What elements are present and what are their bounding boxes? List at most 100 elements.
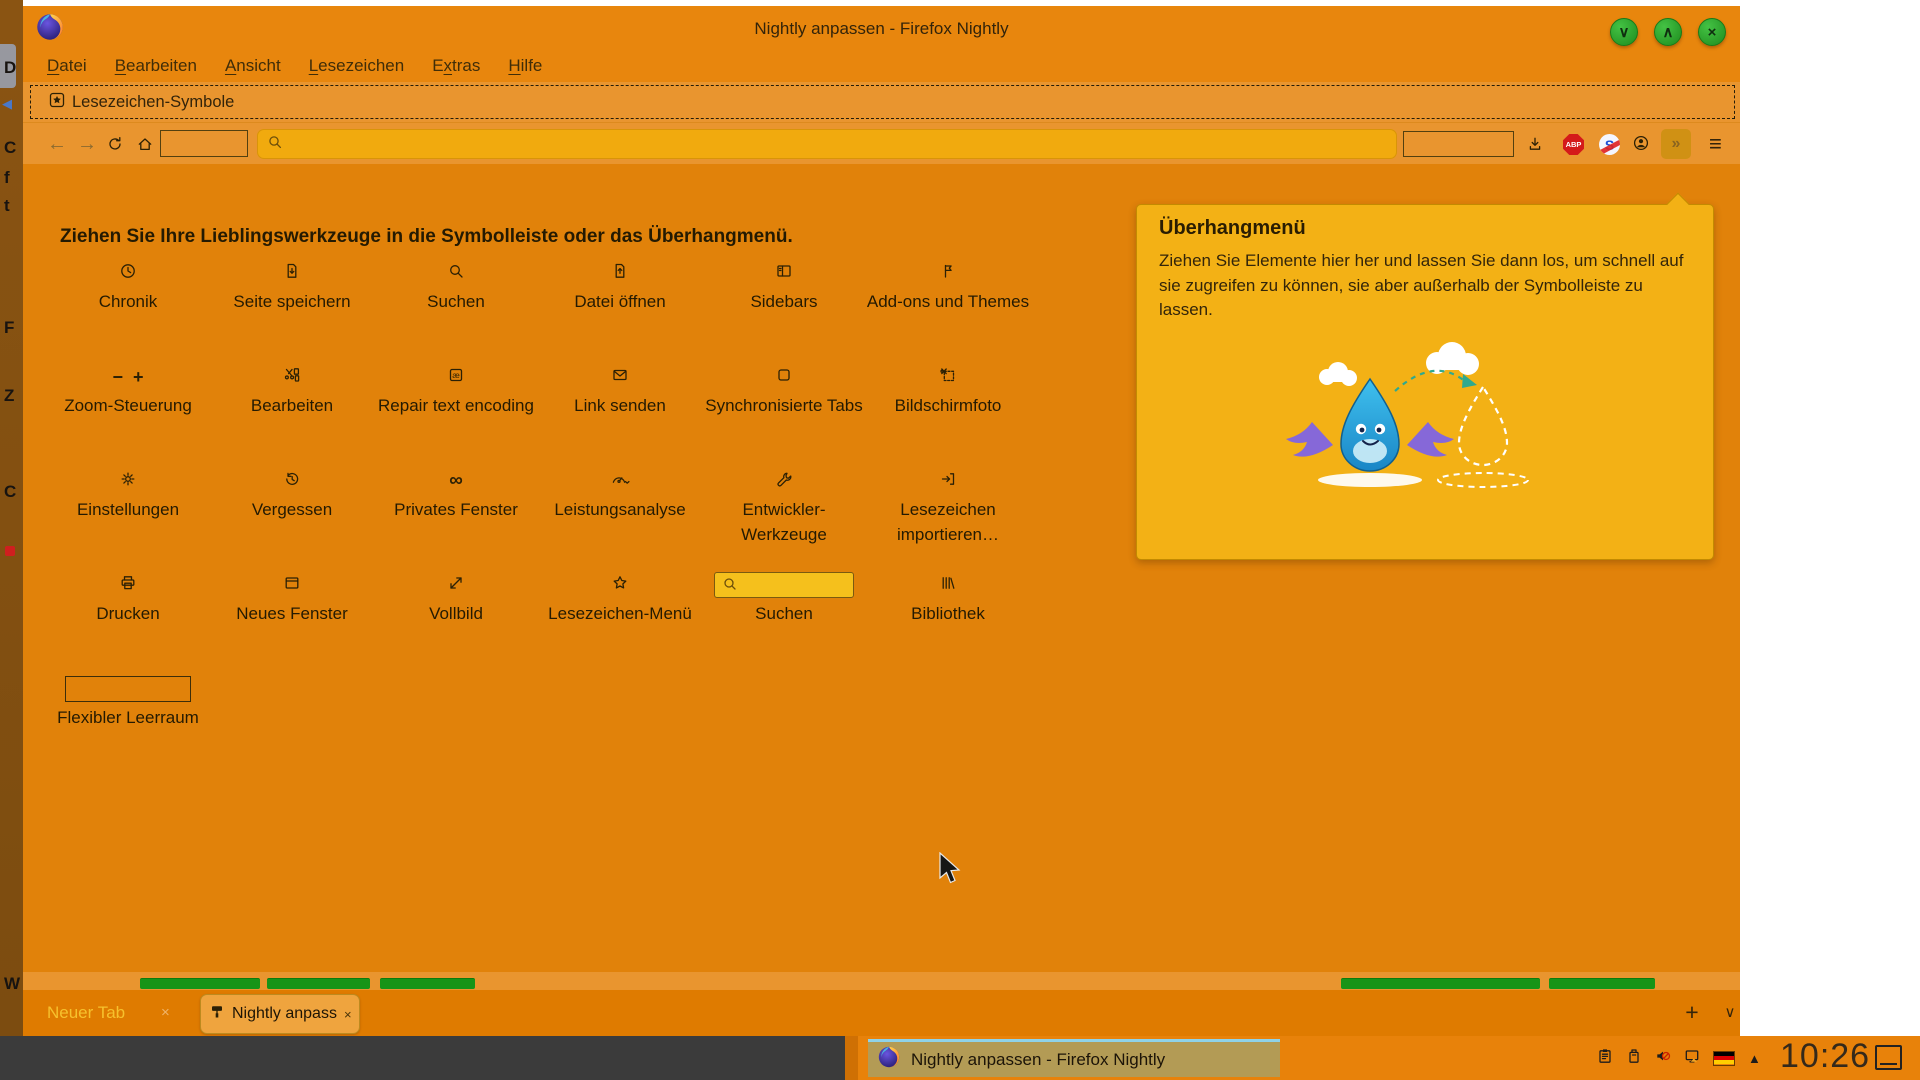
- background-window-icon: [0, 44, 16, 88]
- customize-item-label: Suchen: [427, 292, 485, 311]
- import-icon: [940, 471, 956, 492]
- taskbar-window-button[interactable]: Nightly anpassen - Firefox Nightly: [868, 1039, 1280, 1077]
- menu-bearbeiten[interactable]: Bearbeiten: [114, 56, 197, 75]
- search-field[interactable]: [1403, 131, 1514, 157]
- customize-item-chronik[interactable]: Chronik: [46, 260, 210, 314]
- toolbar-flexible-space[interactable]: [160, 130, 248, 157]
- overflow-panel[interactable]: Überhangmenü Ziehen Sie Elemente hier he…: [1136, 192, 1714, 560]
- reload-button[interactable]: [107, 123, 124, 165]
- customize-item-label: Vergessen: [251, 500, 333, 519]
- minimize-button[interactable]: ∨: [1610, 18, 1638, 46]
- customize-item-label: Flexibler Leerraum: [57, 708, 199, 727]
- bookmarks-toolbar-dropzone: [30, 85, 1735, 119]
- customize-item-suchen[interactable]: Suchen: [374, 260, 538, 314]
- mail-icon: [612, 367, 628, 388]
- new-tab-button[interactable]: +: [1685, 999, 1699, 1025]
- customize-item-vollbild[interactable]: Vollbild: [374, 572, 538, 626]
- customize-item-lesezeichen-menü[interactable]: Lesezeichen-Menü: [538, 572, 702, 626]
- addons-icon: [940, 263, 956, 284]
- customize-item-leistungsanalyse[interactable]: Leistungsanalyse: [538, 468, 702, 522]
- sidebar-icon: [776, 263, 792, 284]
- customize-headline: Ziehen Sie Ihre Lieblingswerkzeuge in di…: [60, 226, 793, 247]
- customize-item-bearbeiten[interactable]: Bearbeiten: [210, 364, 374, 418]
- show-desktop-button[interactable]: [1875, 1045, 1902, 1070]
- s-extension-icon[interactable]: S: [1599, 134, 1620, 155]
- url-bar[interactable]: [257, 129, 1397, 159]
- background-text-fragment: f: [4, 168, 10, 187]
- customize-item-label: Privates Fenster: [394, 500, 518, 519]
- customize-item-sidebars[interactable]: Sidebars: [702, 260, 866, 314]
- all-tabs-chevron-button[interactable]: ∨: [1724, 1004, 1736, 1021]
- usb-device-icon[interactable]: [1626, 1048, 1642, 1069]
- background-text-fragment: D: [4, 58, 17, 77]
- customize-item-bibliothek[interactable]: Bibliothek: [866, 572, 1030, 626]
- background-text-fragment: C: [4, 482, 17, 501]
- customize-item-repair-text-encoding[interactable]: æ Repair text encoding: [374, 364, 538, 418]
- account-button[interactable]: [1633, 123, 1651, 165]
- tab-nightly-anpass-active[interactable]: Nightly anpass ×: [200, 994, 360, 1034]
- customize-item-seite-speichern[interactable]: Seite speichern: [210, 260, 374, 314]
- synced-tabs-icon: [776, 367, 792, 388]
- paintbrush-icon: [209, 1004, 225, 1025]
- bookmarks-toolbar[interactable]: Lesezeichen-Symbole: [23, 82, 1740, 122]
- library-icon: [940, 575, 956, 596]
- tab-close-icon[interactable]: ×: [161, 1004, 170, 1021]
- home-button[interactable]: [137, 123, 154, 165]
- svg-text:æ: æ: [452, 370, 460, 380]
- menu-ansicht[interactable]: Ansicht: [224, 56, 281, 75]
- customize-item-label: Add-ons und Themes: [866, 292, 1030, 311]
- clipboard-icon[interactable]: [1597, 1048, 1613, 1069]
- overflow-menu-button[interactable]: »: [1661, 129, 1691, 159]
- background-back-arrow-icon: ◀: [2, 96, 12, 111]
- keyboard-flag-de-icon[interactable]: [1713, 1050, 1735, 1066]
- app-menu-button[interactable]: ≡: [1709, 131, 1722, 156]
- customize-item-label: Bearbeiten: [250, 396, 334, 415]
- customize-item-flexibler-leerraum[interactable]: Flexibler Leerraum: [46, 676, 210, 730]
- customize-item-datei-öffnen[interactable]: Datei öffnen: [538, 260, 702, 314]
- customize-item-zoom-steuerung[interactable]: − + Zoom-Steuerung: [46, 364, 210, 418]
- menu-hilfe[interactable]: Hilfe: [508, 56, 543, 75]
- customize-item-bildschirmfoto[interactable]: Bildschirmfoto: [866, 364, 1030, 418]
- customize-item-entwickler-werkzeuge[interactable]: Entwickler-Werkzeuge: [702, 468, 866, 547]
- flexible-space-preview[interactable]: [65, 676, 191, 702]
- menu-lesezeichen[interactable]: Lesezeichen: [308, 56, 405, 75]
- customize-item-lesezeichen-importieren-[interactable]: Lesezeichen importieren…: [866, 468, 1030, 547]
- bookmarks-toolbar-item[interactable]: Lesezeichen-Symbole: [49, 82, 234, 122]
- zoom-controls-icon: − +: [112, 366, 144, 387]
- display-icon[interactable]: [1684, 1048, 1700, 1069]
- tray-expand-icon[interactable]: ▲: [1748, 1050, 1761, 1066]
- maximize-button[interactable]: ∧: [1654, 18, 1682, 46]
- customize-item-label: Lesezeichen-Menü: [548, 604, 692, 623]
- private-mask-icon: ∞: [449, 470, 463, 491]
- customize-item-privates-fenster[interactable]: ∞ Privates Fenster: [374, 468, 538, 522]
- customize-item-vergessen[interactable]: Vergessen: [210, 468, 374, 522]
- back-button[interactable]: ←: [47, 132, 67, 155]
- customize-item-drucken[interactable]: Drucken: [46, 572, 210, 626]
- customize-item-suchen[interactable]: Suchen: [702, 572, 866, 626]
- titlebar[interactable]: Nightly anpassen - Firefox Nightly ∨ ∧ ×: [23, 6, 1740, 50]
- background-text-fragment: W: [4, 974, 21, 993]
- menubar: Datei Bearbeiten Ansicht Lesezeichen Extras H…: [23, 50, 1740, 82]
- search-widget-preview[interactable]: [714, 572, 854, 598]
- customize-item-link-senden[interactable]: Link senden: [538, 364, 702, 418]
- window-title: Nightly anpassen - Firefox Nightly: [754, 19, 1009, 38]
- menu-datei[interactable]: Datei: [47, 56, 87, 75]
- tab-close-icon[interactable]: ×: [343, 1006, 352, 1022]
- downloads-button[interactable]: [1527, 123, 1544, 165]
- green-button-edge: [140, 978, 260, 989]
- close-button[interactable]: ×: [1698, 18, 1726, 46]
- customize-item-label: Drucken: [96, 604, 160, 623]
- search-icon: [722, 576, 736, 595]
- menu-extras[interactable]: Extras: [432, 56, 481, 75]
- customize-item-neues-fenster[interactable]: Neues Fenster: [210, 572, 374, 626]
- tab-label: Nightly anpass: [232, 1005, 337, 1022]
- adblock-extension-icon[interactable]: ABP: [1563, 134, 1584, 155]
- customize-item-einstellungen[interactable]: Einstellungen: [46, 468, 210, 522]
- volume-muted-icon[interactable]: [1655, 1048, 1671, 1069]
- tab-neuer-tab[interactable]: Neuer Tab ×: [23, 990, 193, 1036]
- customize-item-add-ons-und-themes[interactable]: Add-ons und Themes: [866, 260, 1030, 314]
- customize-item-synchronisierte-tabs[interactable]: Synchronisierte Tabs: [702, 364, 866, 418]
- forward-button[interactable]: →: [77, 132, 97, 155]
